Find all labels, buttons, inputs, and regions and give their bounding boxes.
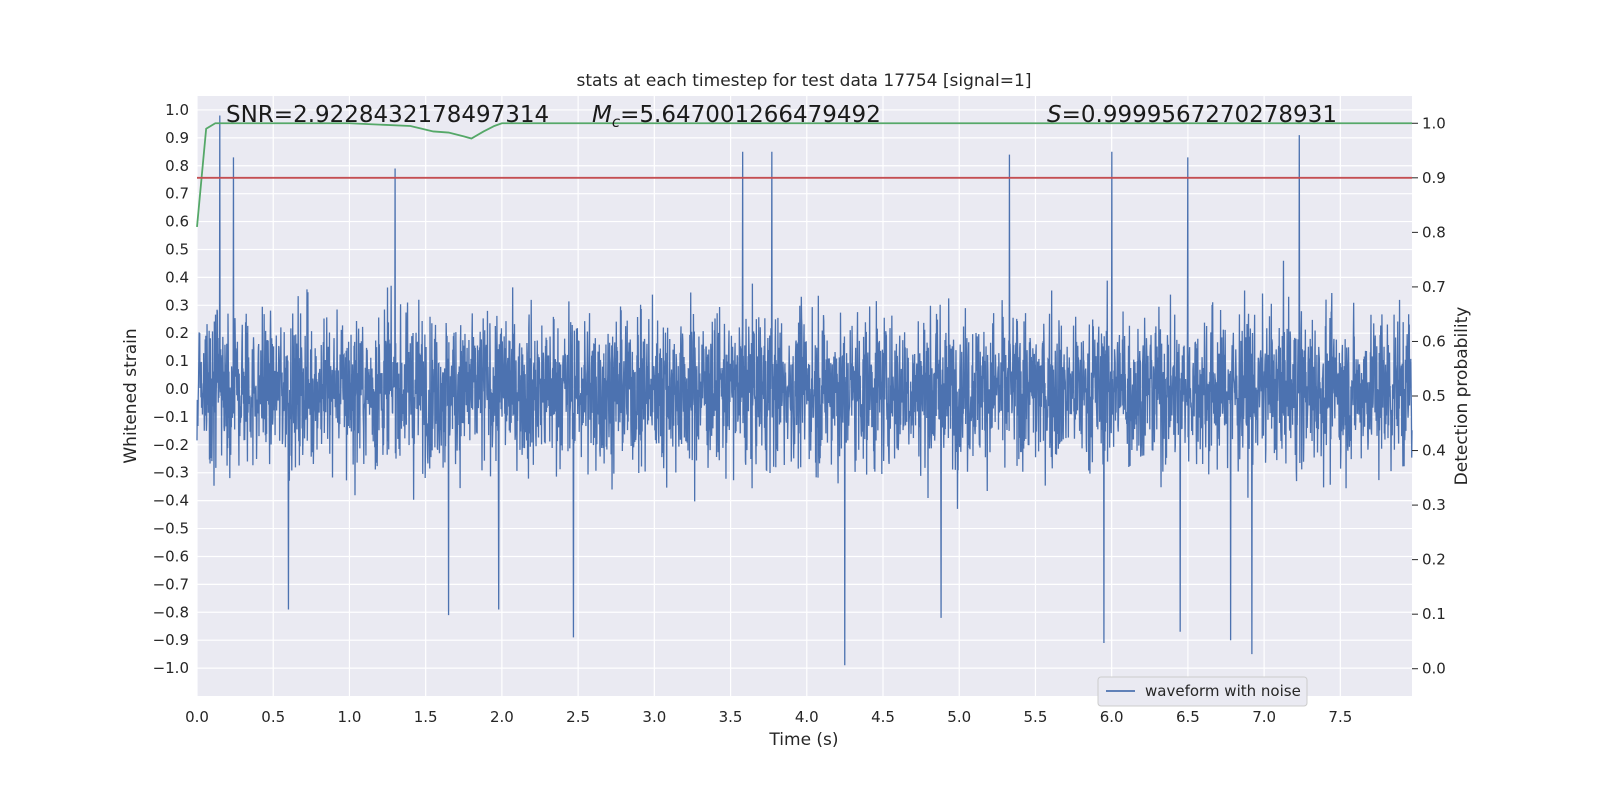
y-left-axis-label: Whitened strain	[121, 328, 141, 463]
legend-label: waveform with noise	[1145, 682, 1301, 700]
chart-title: stats at each timestep for test data 177…	[577, 71, 1032, 91]
y-right-tick-label: 1.0	[1422, 114, 1446, 132]
y-left-tick-label: 0.7	[165, 185, 189, 203]
x-tick-label: 1.5	[414, 708, 438, 726]
chirp-mass-annotation: Mc=5.647001266479492	[592, 102, 881, 131]
y-right-tick-label: 0.6	[1422, 332, 1446, 350]
x-tick-label: 4.0	[795, 708, 819, 726]
strain-series	[196, 115, 1413, 666]
y-right-tick-label: 0.4	[1422, 442, 1446, 460]
probability-series	[196, 122, 1412, 227]
y-left-tick-label: −0.9	[153, 631, 189, 649]
x-tick-label: 0.0	[185, 708, 209, 726]
y-right-tick-label: 0.5	[1422, 387, 1446, 405]
y-left-tick-label: 0.4	[165, 268, 189, 286]
y-right-axis-label: Detection probability	[1452, 307, 1472, 486]
y-right-tick-label: 0.3	[1422, 496, 1446, 514]
y-left-tick-label: −1.0	[153, 659, 189, 677]
x-tick-label: 5.5	[1024, 708, 1048, 726]
y-left-tick-label: 1.0	[165, 101, 189, 119]
y-left-tick-label: 0.3	[165, 296, 189, 314]
x-tick-label: 7.5	[1328, 708, 1352, 726]
y-left-tick-label: −0.5	[153, 520, 189, 538]
y-right-tick-label: 0.7	[1422, 278, 1446, 296]
tick-labels: 0.0 0.5 1.0 1.5 2.0 2.5 3.0 3.5 4.0 4.5 5.0 5.5 6.0 6…	[153, 101, 1446, 726]
x-tick-label: 3.0	[642, 708, 666, 726]
y-left-tick-label: 0.6	[165, 213, 189, 231]
strain-line	[196, 115, 1413, 666]
y-left-tick-label: 0.8	[165, 157, 189, 175]
legend-box	[1097, 676, 1308, 707]
x-tick-label: 2.5	[566, 708, 590, 726]
y-left-tick-label: −0.1	[153, 408, 189, 426]
x-tick-label: 4.5	[871, 708, 895, 726]
y-right-tick-label: 0.2	[1422, 551, 1446, 569]
y-right-tick-label: 0.9	[1422, 169, 1446, 187]
y-left-tick-label: 0.9	[165, 129, 189, 147]
y-right-tick-label: 0.1	[1422, 605, 1446, 623]
y-left-tick-label: −0.3	[153, 464, 189, 482]
x-axis-label: Time (s)	[768, 730, 838, 750]
y-right-tick-label: 0.8	[1422, 223, 1446, 241]
y-left-tick-label: −0.4	[153, 492, 189, 510]
snr-annotation: SNR=2.9228432178497314	[226, 102, 549, 128]
y-left-tick-label: −0.6	[153, 547, 189, 565]
x-tick-label: 6.5	[1176, 708, 1200, 726]
y-right-tick-label: 0.0	[1422, 660, 1446, 678]
x-tick-label: 3.5	[719, 708, 743, 726]
y-left-tick-label: 0.2	[165, 324, 189, 342]
y-left-tick-label: −0.7	[153, 575, 189, 593]
detection-probability-line	[196, 122, 1412, 227]
x-tick-label: 6.0	[1100, 708, 1124, 726]
x-tick-label: 7.0	[1252, 708, 1276, 726]
x-tick-label: 5.0	[947, 708, 971, 726]
y-left-tick-label: 0.5	[165, 240, 189, 258]
detection-stat-annotation: S=0.9999567270278931	[1047, 102, 1337, 128]
x-tick-label: 2.0	[490, 708, 514, 726]
x-tick-label: 0.5	[261, 708, 285, 726]
y-left-tick-label: −0.8	[153, 603, 189, 621]
y-left-tick-label: 0.1	[165, 352, 189, 370]
y-left-tick-label: −0.2	[153, 436, 189, 454]
x-tick-label: 1.0	[338, 708, 362, 726]
legend: waveform with noise	[1097, 676, 1308, 707]
y-left-tick-label: 0.0	[165, 380, 189, 398]
